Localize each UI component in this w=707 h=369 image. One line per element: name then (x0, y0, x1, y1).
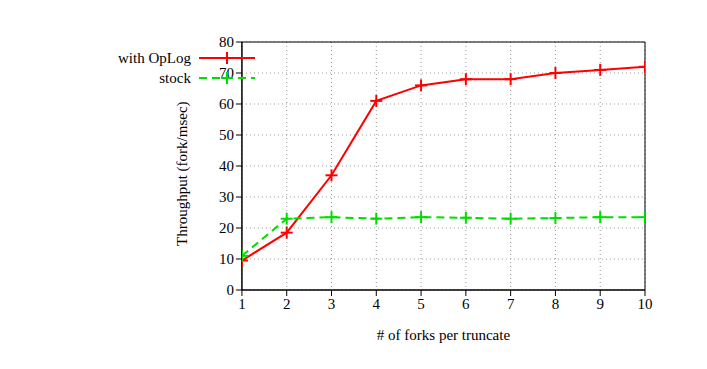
svg-text:3: 3 (328, 296, 336, 312)
svg-text:0: 0 (226, 282, 234, 298)
svg-text:2: 2 (283, 296, 291, 312)
svg-text:70: 70 (219, 65, 234, 81)
svg-text:20: 20 (219, 220, 234, 236)
svg-text:50: 50 (219, 127, 234, 143)
svg-text:4: 4 (373, 296, 381, 312)
svg-text:60: 60 (219, 96, 234, 112)
svg-text:10: 10 (219, 251, 234, 267)
svg-text:80: 80 (219, 34, 234, 50)
svg-text:1: 1 (238, 296, 246, 312)
svg-text:9: 9 (596, 296, 604, 312)
svg-text:5: 5 (417, 296, 425, 312)
svg-text:10: 10 (638, 296, 653, 312)
svg-text:7: 7 (507, 296, 515, 312)
html-text:with OpLog: with OpLog (118, 49, 191, 66)
svg-text:# of forks per truncate: # of forks per truncate (377, 327, 511, 343)
svg-text:40: 40 (219, 158, 234, 174)
html-text:stock: stock (159, 69, 191, 86)
svg-text:8: 8 (552, 296, 560, 312)
svg-text:30: 30 (219, 189, 234, 205)
svg-text:Throughput (fork/msec): Throughput (fork/msec) (174, 101, 191, 246)
svg-text:6: 6 (462, 296, 470, 312)
